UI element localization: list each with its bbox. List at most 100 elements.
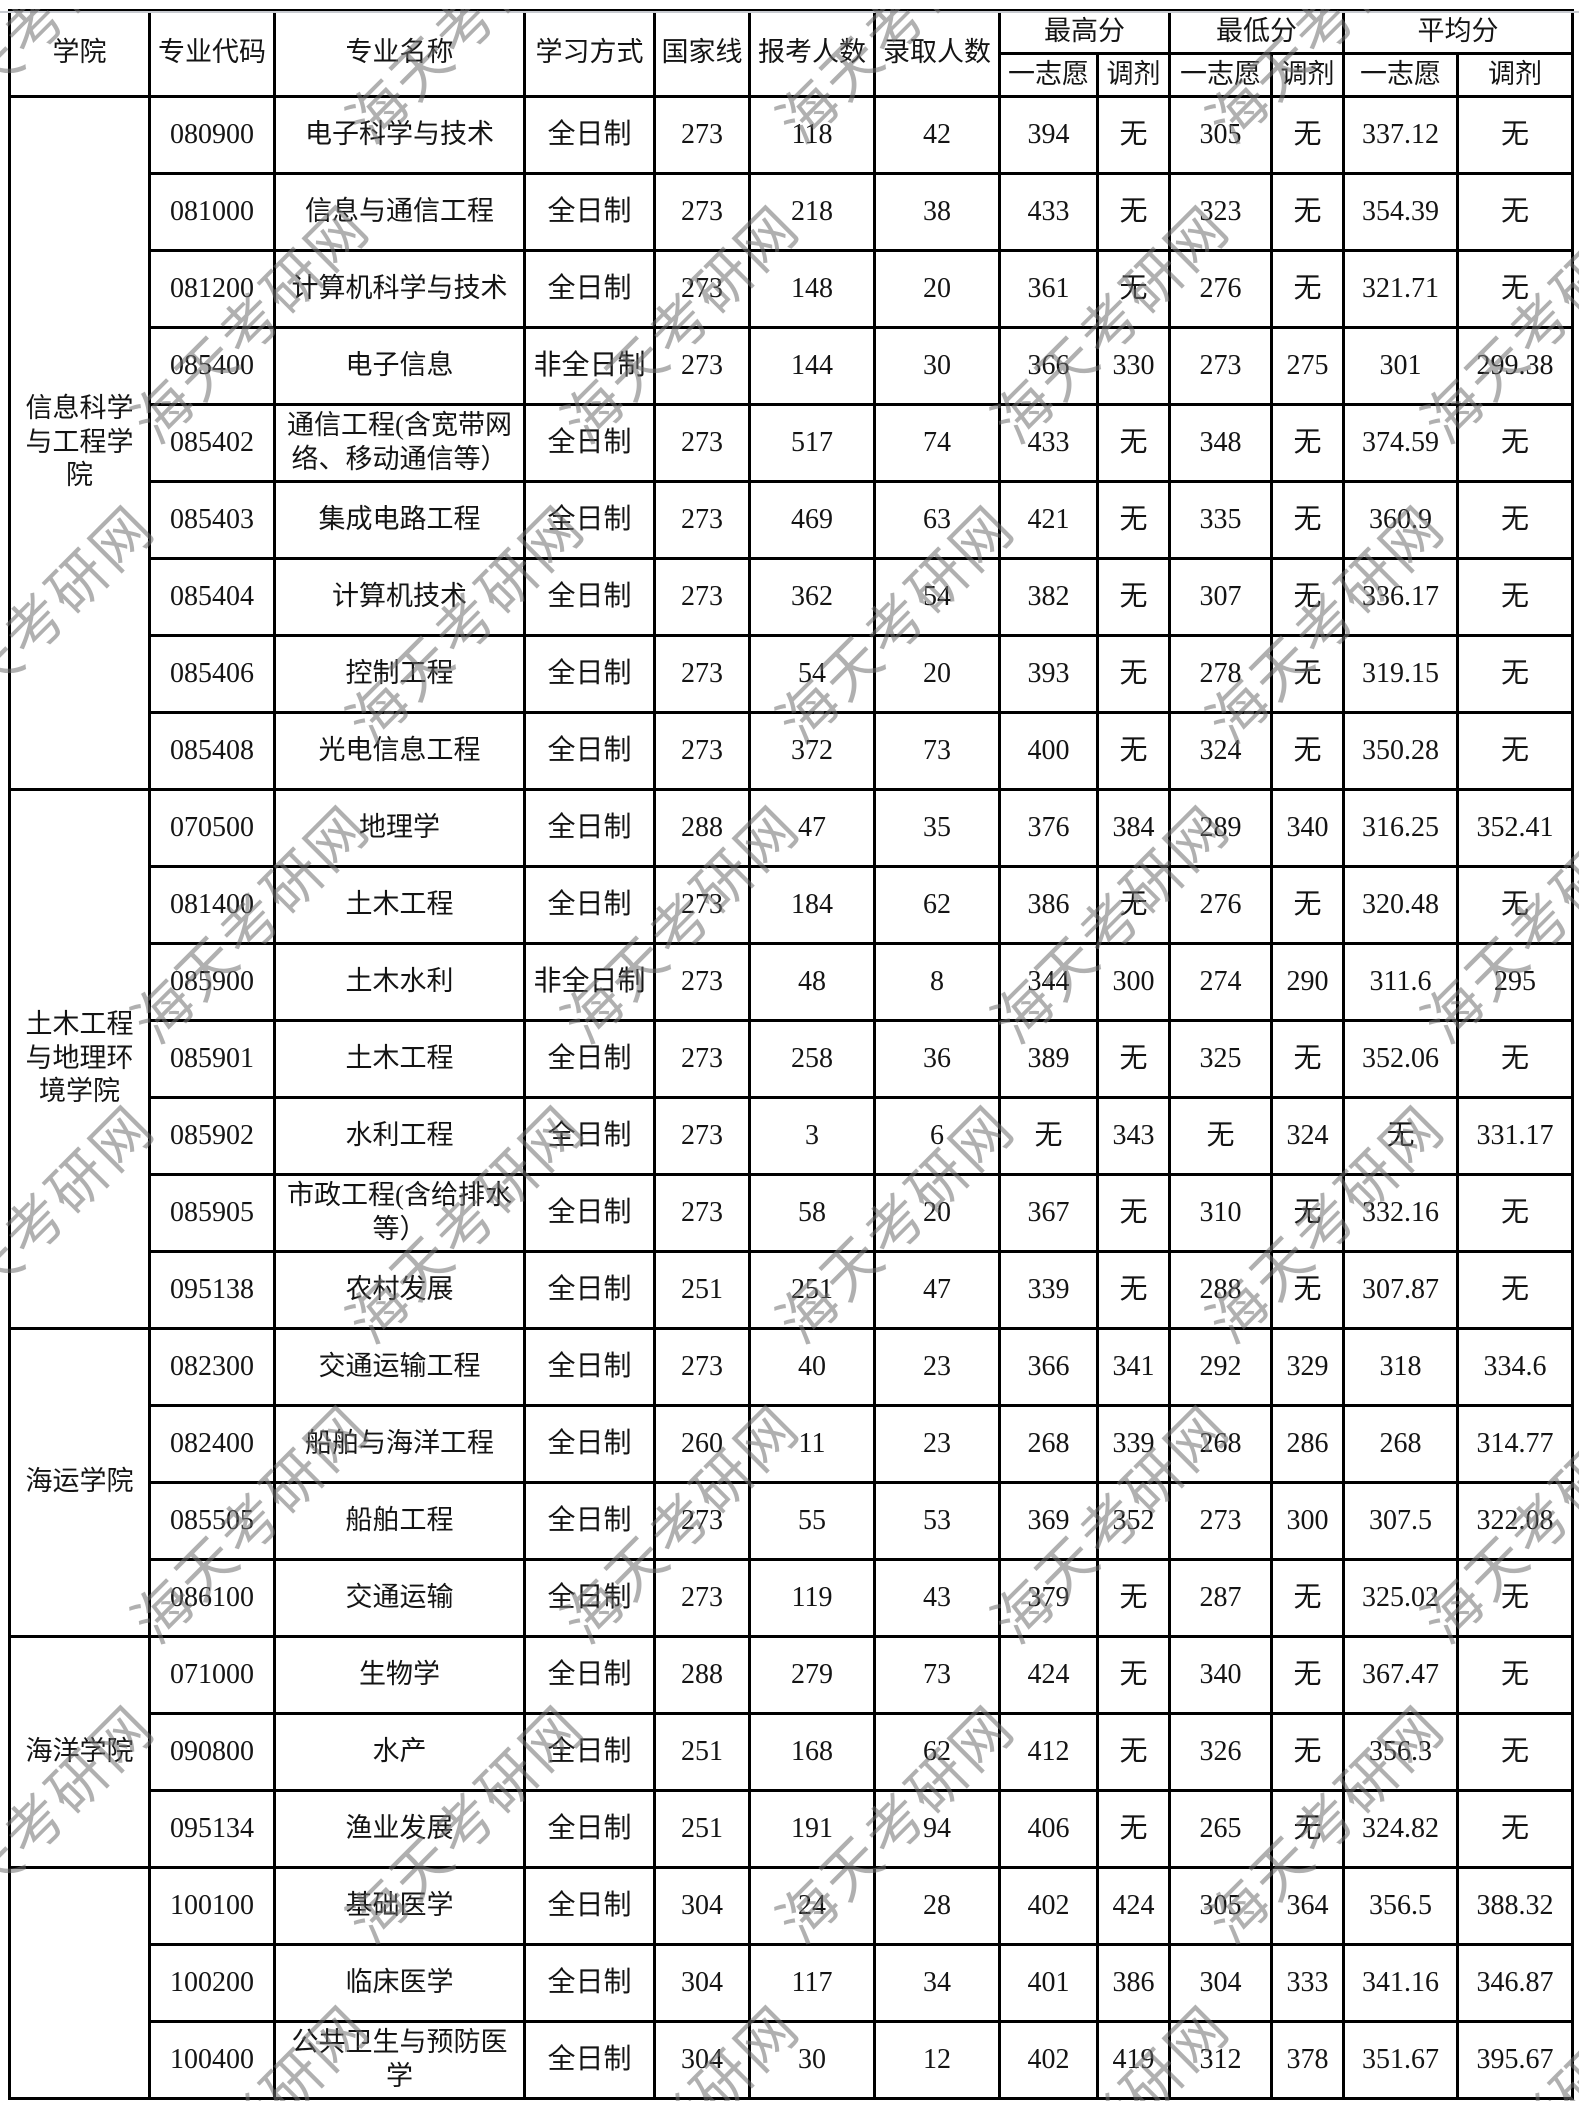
cell-mode: 全日制	[523, 1018, 656, 1099]
cell-max-adj: 无	[1096, 1788, 1171, 1869]
cell-line: 304	[653, 1865, 751, 1946]
cell-avg-adj: 无	[1456, 1788, 1574, 1869]
cell-avg-adj: 无	[1456, 94, 1574, 175]
cell-avg-first: 337.12	[1342, 94, 1459, 175]
cell-admitted: 8	[873, 941, 1001, 1022]
cell-max-adj: 无	[1096, 556, 1171, 637]
cell-mode: 全日制	[523, 1326, 656, 1407]
cell-min-first: 340	[1168, 1634, 1273, 1715]
cell-code: 085408	[148, 710, 276, 791]
cell-admitted: 53	[873, 1480, 1001, 1561]
cell-applicants: 48	[748, 941, 876, 1022]
cell-line: 273	[653, 325, 751, 406]
cell-applicants: 58	[748, 1172, 876, 1253]
cell-min-adj: 无	[1270, 479, 1345, 560]
cell-max-adj: 无	[1096, 1557, 1171, 1638]
cell-max-adj: 无	[1096, 248, 1171, 329]
cell-mode: 全日制	[523, 1172, 656, 1253]
cell-min-adj: 无	[1270, 402, 1345, 483]
cell-min-first: 324	[1168, 710, 1273, 791]
col-header-max-score: 最高分	[998, 9, 1171, 55]
cell-avg-adj: 无	[1456, 864, 1574, 945]
cell-max-adj: 330	[1096, 325, 1171, 406]
cell-mode: 全日制	[523, 1865, 656, 1946]
cell-line: 273	[653, 94, 751, 175]
cell-mode: 全日制	[523, 1711, 656, 1792]
cell-admitted: 36	[873, 1018, 1001, 1099]
cell-avg-first: 307.5	[1342, 1480, 1459, 1561]
cell-avg-adj: 295	[1456, 941, 1574, 1022]
cell-max-adj: 386	[1096, 1942, 1171, 2023]
cell-max-adj: 无	[1096, 710, 1171, 791]
cell-avg-first: 374.59	[1342, 402, 1459, 483]
cell-line: 273	[653, 479, 751, 560]
cell-max-first: 386	[998, 864, 1099, 945]
cell-max-first: 433	[998, 171, 1099, 252]
cell-max-first: 400	[998, 710, 1099, 791]
cell-avg-adj: 无	[1456, 479, 1574, 560]
col-header-applicants: 报考人数	[748, 9, 876, 98]
cell-applicants: 40	[748, 1326, 876, 1407]
cell-applicants: 118	[748, 94, 876, 175]
cell-applicants: 218	[748, 171, 876, 252]
table-row: 095138 农村发展 全日制 251 251 47 339 无 288 无 307.87 无	[10, 1249, 1574, 1330]
cell-min-adj: 无	[1270, 556, 1345, 637]
cell-line: 273	[653, 941, 751, 1022]
cell-line: 251	[653, 1249, 751, 1330]
cell-avg-first: 324.82	[1342, 1788, 1459, 1869]
table-row: 081400 土木工程 全日制 273 184 62 386 无 276 无 320.48 无	[10, 864, 1574, 945]
col-header-admitted: 录取人数	[873, 9, 1001, 98]
table-row: 085905 市政工程(含给排水等） 全日制 273 58 20 367 无 310 无 332.1…	[10, 1172, 1574, 1253]
cell-min-first: 305	[1168, 94, 1273, 175]
cell-min-adj: 无	[1270, 633, 1345, 714]
cell-college: 信息科学与工程学院	[8, 94, 151, 791]
cell-avg-first: 301	[1342, 325, 1459, 406]
cell-code: 085901	[148, 1018, 276, 1099]
cell-min-adj: 290	[1270, 941, 1345, 1022]
cell-name: 电子科学与技术	[273, 94, 526, 175]
cell-admitted: 63	[873, 479, 1001, 560]
cell-avg-first: 307.87	[1342, 1249, 1459, 1330]
cell-min-adj: 无	[1270, 1557, 1345, 1638]
cell-code: 081400	[148, 864, 276, 945]
cell-max-first: 344	[998, 941, 1099, 1022]
cell-min-first: 276	[1168, 248, 1273, 329]
cell-avg-first: 无	[1342, 1095, 1459, 1176]
cell-max-adj: 无	[1096, 864, 1171, 945]
cell-applicants: 55	[748, 1480, 876, 1561]
col-header-national-line: 国家线	[653, 9, 751, 98]
document-page: 学院 专业代码 专业名称 学习方式 国家线 报考人数 录取人数 最高分 最低分 …	[0, 9, 1579, 2101]
cell-max-adj: 424	[1096, 1865, 1171, 1946]
cell-min-first: 310	[1168, 1172, 1273, 1253]
cell-min-adj: 300	[1270, 1480, 1345, 1561]
cell-applicants: 184	[748, 864, 876, 945]
cell-avg-adj: 322.08	[1456, 1480, 1574, 1561]
cell-avg-adj: 无	[1456, 1172, 1574, 1253]
cell-admitted: 62	[873, 864, 1001, 945]
cell-line: 273	[653, 171, 751, 252]
cell-mode: 全日制	[523, 1557, 656, 1638]
cell-applicants: 3	[748, 1095, 876, 1176]
cell-code: 085403	[148, 479, 276, 560]
cell-max-first: 401	[998, 1942, 1099, 2023]
cell-applicants: 279	[748, 1634, 876, 1715]
cell-max-first: 361	[998, 248, 1099, 329]
table-row: 086100 交通运输 全日制 273 119 43 379 无 287 无 325.02 无	[10, 1557, 1574, 1638]
cell-mode: 全日制	[523, 1788, 656, 1869]
cell-applicants: 251	[748, 1249, 876, 1330]
cell-avg-adj: 346.87	[1456, 1942, 1574, 2023]
cell-avg-first: 350.28	[1342, 710, 1459, 791]
cell-admitted: 47	[873, 1249, 1001, 1330]
table-row: 085901 土木工程 全日制 273 258 36 389 无 325 无 352.06 无	[10, 1018, 1574, 1099]
col-header-min-first-choice: 一志愿	[1168, 51, 1273, 98]
cell-applicants: 517	[748, 402, 876, 483]
cell-college: 海洋学院	[8, 1634, 151, 1869]
cell-line: 273	[653, 248, 751, 329]
cell-min-first: 265	[1168, 1788, 1273, 1869]
cell-code: 071000	[148, 1634, 276, 1715]
cell-avg-adj: 无	[1456, 1634, 1574, 1715]
cell-admitted: 12	[873, 2019, 1001, 2100]
table-row: 085900 土木水利 非全日制 273 48 8 344 300 274 290 311.6 295	[10, 941, 1574, 1022]
cell-name: 临床医学	[273, 1942, 526, 2023]
cell-min-first: 274	[1168, 941, 1273, 1022]
